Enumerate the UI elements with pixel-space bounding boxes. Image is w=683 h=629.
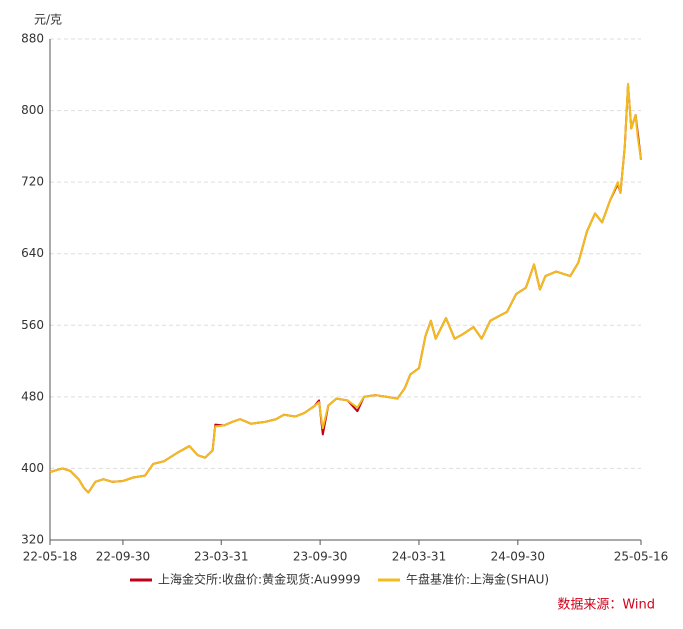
y-tick-label: 400 [21, 461, 44, 475]
y-axis-label: 元/克 [34, 13, 62, 27]
y-tick-label: 640 [21, 246, 44, 260]
x-tick-label: 25-05-16 [614, 550, 668, 564]
legend-label: 上海金交所:收盘价:黄金现货:Au9999 [158, 572, 360, 587]
x-tick-label: 22-05-18 [23, 550, 77, 564]
y-tick-label: 800 [21, 103, 44, 117]
y-tick-label: 560 [21, 318, 44, 332]
y-tick-label: 480 [21, 389, 44, 403]
x-tick-label: 22-09-30 [96, 550, 150, 564]
line-series [49, 83, 642, 494]
x-tick-label: 23-09-30 [293, 550, 347, 564]
y-tick-label: 880 [21, 32, 44, 46]
y-tick-label: 320 [21, 533, 44, 547]
x-tick-label: 23-03-31 [194, 550, 248, 564]
x-tick-label: 24-03-31 [392, 550, 446, 564]
y-tick-label: 720 [21, 175, 44, 189]
legend-label: 午盘基准价:上海金(SHAU) [406, 572, 549, 587]
x-tick-label: 24-09-30 [491, 550, 545, 564]
source-note: 数据来源：Wind [557, 598, 655, 613]
line-series [49, 82, 642, 494]
